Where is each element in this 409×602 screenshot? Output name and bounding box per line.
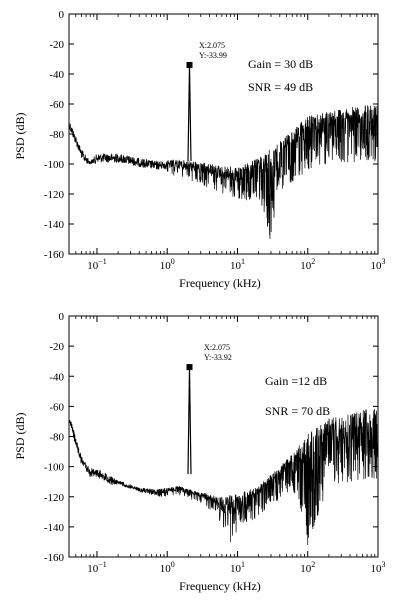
y-tick-label: -100 bbox=[44, 159, 65, 171]
y-tick-label: -160 bbox=[44, 249, 65, 261]
y-tick-label: 0 bbox=[59, 9, 65, 21]
chart-panel-top: X:2.075 Y:-33.99 Gain = 30 dB SNR = 49 d… bbox=[13, 9, 386, 290]
signal-peak bbox=[187, 367, 192, 475]
annotation-gain: Gain = 30 dB bbox=[248, 57, 313, 71]
x-tick-label: 10−1 bbox=[87, 257, 107, 272]
chart-panel-bottom: X:2.075 Y:-33.92 Gain =12 dB SNR = 70 dB… bbox=[13, 311, 386, 593]
plot-frame bbox=[68, 13, 379, 255]
y-tick-label: -160 bbox=[44, 552, 65, 564]
peak-marker bbox=[186, 364, 193, 371]
plot-frame bbox=[68, 315, 379, 558]
y-tick-label: -140 bbox=[44, 522, 65, 534]
x-tick-label: 102 bbox=[300, 560, 315, 575]
x-tick-label: 103 bbox=[371, 560, 386, 575]
x-tick-label: 103 bbox=[371, 257, 386, 272]
peak-marker bbox=[186, 61, 193, 68]
y-tick-label: -120 bbox=[44, 189, 65, 201]
x-tick-label: 100 bbox=[160, 560, 175, 575]
x-axis-title: Frequency (kHz) bbox=[179, 276, 261, 290]
annotation-snr: SNR = 49 dB bbox=[248, 80, 313, 94]
peak-label-y: Y:-33.92 bbox=[204, 353, 232, 362]
annotation-snr: SNR = 70 dB bbox=[265, 404, 330, 418]
y-tick-label: -20 bbox=[49, 341, 64, 353]
y-tick-label: -60 bbox=[49, 401, 64, 413]
peak-label-x: X:2.075 bbox=[204, 343, 230, 352]
y-tick-label: -80 bbox=[49, 432, 64, 444]
annotation-gain: Gain =12 dB bbox=[265, 374, 327, 388]
y-tick-label: -140 bbox=[44, 219, 65, 231]
x-axis-title: Frequency (kHz) bbox=[179, 579, 261, 593]
x-tick-label: 10−1 bbox=[87, 560, 107, 575]
y-tick-label: -40 bbox=[49, 69, 64, 81]
x-tick-label: 102 bbox=[300, 257, 315, 272]
x-tick-label: 100 bbox=[160, 257, 175, 272]
peak-label-x: X:2.075 bbox=[199, 41, 225, 50]
psd-trace bbox=[68, 408, 379, 545]
signal-peak bbox=[187, 64, 192, 162]
y-axis-title: PSD (dB) bbox=[13, 412, 27, 459]
peak-label-y: Y:-33.99 bbox=[199, 51, 227, 60]
y-tick-label: -80 bbox=[49, 129, 64, 141]
y-tick-label: -20 bbox=[49, 39, 64, 51]
y-tick-label: 0 bbox=[59, 311, 65, 323]
y-tick-label: -120 bbox=[44, 492, 65, 504]
psd-trace bbox=[68, 105, 379, 240]
x-tick-label: 101 bbox=[230, 257, 245, 272]
y-tick-label: -60 bbox=[49, 99, 64, 111]
x-tick-label: 101 bbox=[230, 560, 245, 575]
y-tick-label: -40 bbox=[49, 371, 64, 383]
y-tick-label: -100 bbox=[44, 462, 65, 474]
y-axis-title: PSD (dB) bbox=[13, 112, 27, 159]
